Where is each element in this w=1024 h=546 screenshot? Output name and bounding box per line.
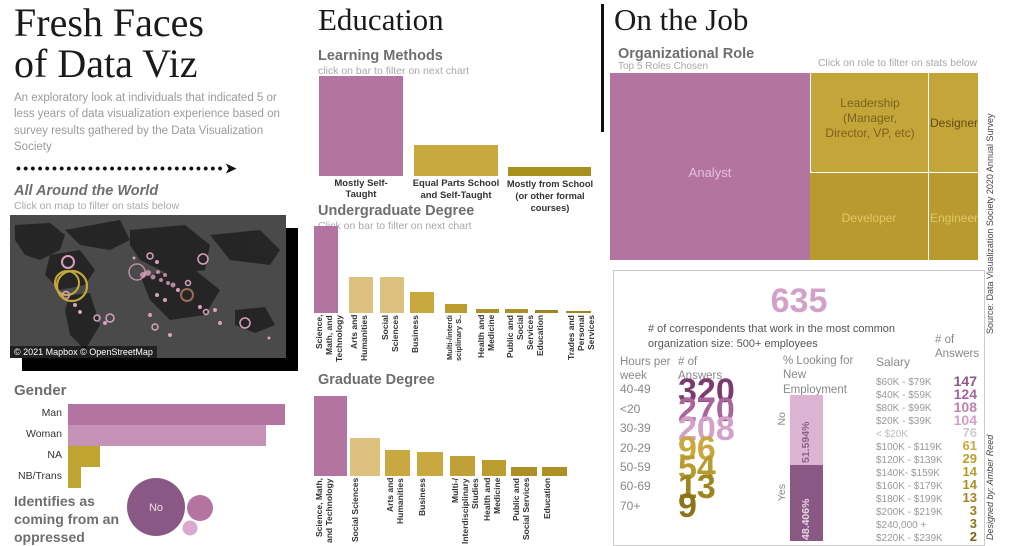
svg-text:No: No: [149, 502, 163, 514]
